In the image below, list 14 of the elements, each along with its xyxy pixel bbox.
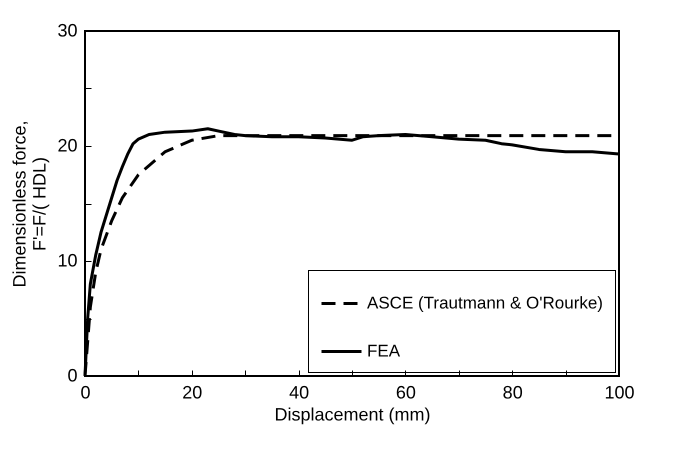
legend-label: FEA (367, 342, 401, 360)
y-axis-title: Dimensionless force, F'=F/( HDL) (9, 120, 50, 288)
x-axis-title: Displacement (mm) (274, 404, 431, 424)
legend-label: ASCE (Trautmann & O'Rourke) (367, 294, 603, 312)
x-tick-label: 0 (80, 382, 91, 402)
x-tick-label: 40 (289, 382, 310, 402)
x-tick-label: 60 (396, 382, 416, 402)
y-tick-label: 30 (57, 20, 78, 40)
x-tick-label: 20 (182, 382, 202, 402)
x-tick-label: 100 (604, 382, 635, 402)
y-tick-label: 20 (57, 136, 78, 156)
y-tick-label: 0 (67, 366, 78, 386)
x-tick-label: 80 (502, 382, 523, 402)
y-tick-label: 10 (57, 250, 78, 270)
